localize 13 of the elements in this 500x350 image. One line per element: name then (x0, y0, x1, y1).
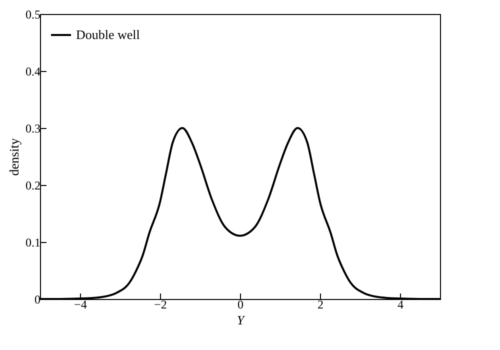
y-tick-label: 0.2 (26, 178, 40, 192)
x-tick-label: 2 (318, 298, 324, 312)
y-axis-title: density (6, 138, 22, 176)
y-tick-label: 0.5 (26, 8, 40, 22)
x-tick-label: −2 (154, 298, 167, 312)
y-tick-label: 0.3 (26, 122, 40, 136)
y-tick-label: 0.1 (26, 236, 40, 250)
x-tick-label: 4 (398, 298, 404, 312)
y-tick-label: 0.4 (26, 64, 40, 78)
legend-label: Double well (76, 27, 140, 42)
x-axis-title: Y (236, 312, 246, 328)
x-tick-label: 0 (238, 298, 244, 312)
x-tick-label: −4 (74, 298, 87, 312)
